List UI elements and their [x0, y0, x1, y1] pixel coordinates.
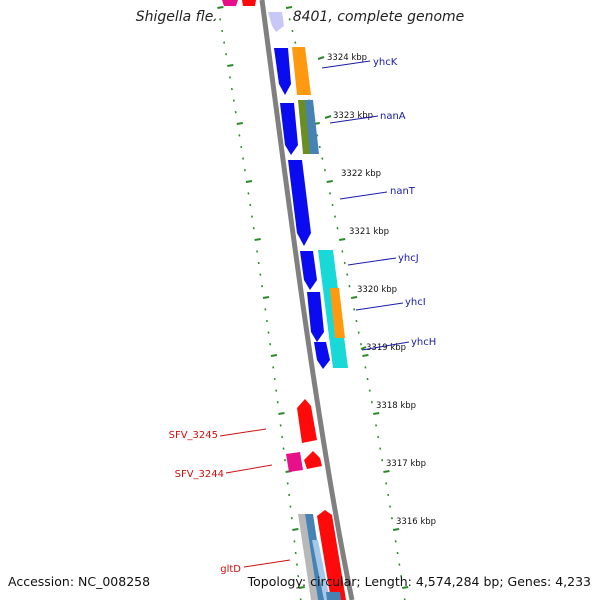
kbp-tick-labels: 3324 kbp 3323 kbp 3322 kbp 3321 kbp 3320…	[317, 53, 436, 527]
genome-backbone	[259, 0, 355, 600]
gene-block	[330, 288, 345, 338]
gene-block	[312, 540, 330, 600]
gene-arrow	[242, 0, 256, 6]
track-tick	[373, 412, 380, 415]
kbp-tick-label: 3323 kbp	[333, 111, 373, 121]
track-tick	[285, 6, 293, 9]
kbp-tick-label: 3321 kbp	[349, 227, 389, 237]
gene-arrow-forward	[280, 103, 298, 155]
kbp-tick-label: 3319 kbp	[366, 343, 406, 353]
track-tick	[298, 586, 305, 589]
track-tick	[383, 470, 390, 473]
track-tick	[339, 238, 346, 241]
track-tick	[292, 528, 299, 531]
track-tick	[236, 122, 243, 125]
gene-arrow-forward	[314, 342, 330, 369]
track-tick	[350, 296, 358, 299]
gene-labels-right: yhcK nanA nanT yhcJ yhcI yhcH	[321, 57, 436, 351]
gene-arrow	[268, 12, 284, 32]
gene-label: nanA	[380, 111, 406, 122]
kbp-tick-label: 3316 kbp	[396, 517, 436, 527]
track-tick	[402, 586, 409, 589]
kbp-tick-label: 3322 kbp	[341, 169, 381, 179]
gene-block	[286, 452, 303, 472]
gene-block	[298, 514, 318, 600]
gene-label: yhcJ	[398, 253, 419, 264]
gene-arrow	[222, 0, 238, 6]
genome-stats-text: Topology: circular; Length: 4,574,284 bp…	[247, 574, 591, 589]
gene-arrow-forward	[288, 160, 311, 246]
track-tick	[262, 296, 270, 299]
track-tick	[362, 354, 369, 357]
track-tick	[278, 412, 285, 415]
gene-arrow-reverse	[297, 399, 317, 443]
gene-label: yhcH	[411, 337, 436, 348]
kbp-tick-label: 3318 kbp	[376, 401, 416, 411]
gene-label: nanT	[390, 186, 416, 197]
gene-block	[326, 592, 341, 600]
gene-arrow-forward	[274, 48, 291, 95]
gene-block	[305, 100, 319, 154]
track-tick	[326, 180, 333, 183]
gene-label: SFV_3244	[175, 469, 224, 480]
track-tick	[270, 354, 278, 357]
track-tick	[227, 64, 234, 67]
outer-tick-track	[217, 6, 305, 600]
accession-text: Accession: NC_008258	[8, 574, 151, 589]
track-tick	[217, 6, 224, 9]
gene-block	[298, 100, 311, 154]
gene-arrow-forward	[307, 292, 324, 342]
track-tick	[245, 180, 253, 183]
track-tick	[254, 238, 261, 241]
gene-label: gltD	[220, 564, 241, 575]
gene-arrow-reverse	[304, 451, 322, 469]
gene-labels-left: SFV_3245 SFV_3244 gltD	[169, 428, 291, 575]
gene-label: yhcI	[405, 297, 426, 308]
track-tick	[392, 528, 400, 531]
kbp-tick-label: 3317 kbp	[386, 459, 426, 469]
kbp-tick-label: 3324 kbp	[327, 53, 367, 63]
gene-arrow-forward	[300, 251, 317, 290]
gene-block	[292, 47, 311, 95]
gene-arrow-reverse	[317, 510, 346, 600]
gene-label: SFV_3245	[169, 430, 218, 441]
gene-label: yhcK	[373, 57, 398, 68]
kbp-tick-label: 3320 kbp	[357, 285, 397, 295]
